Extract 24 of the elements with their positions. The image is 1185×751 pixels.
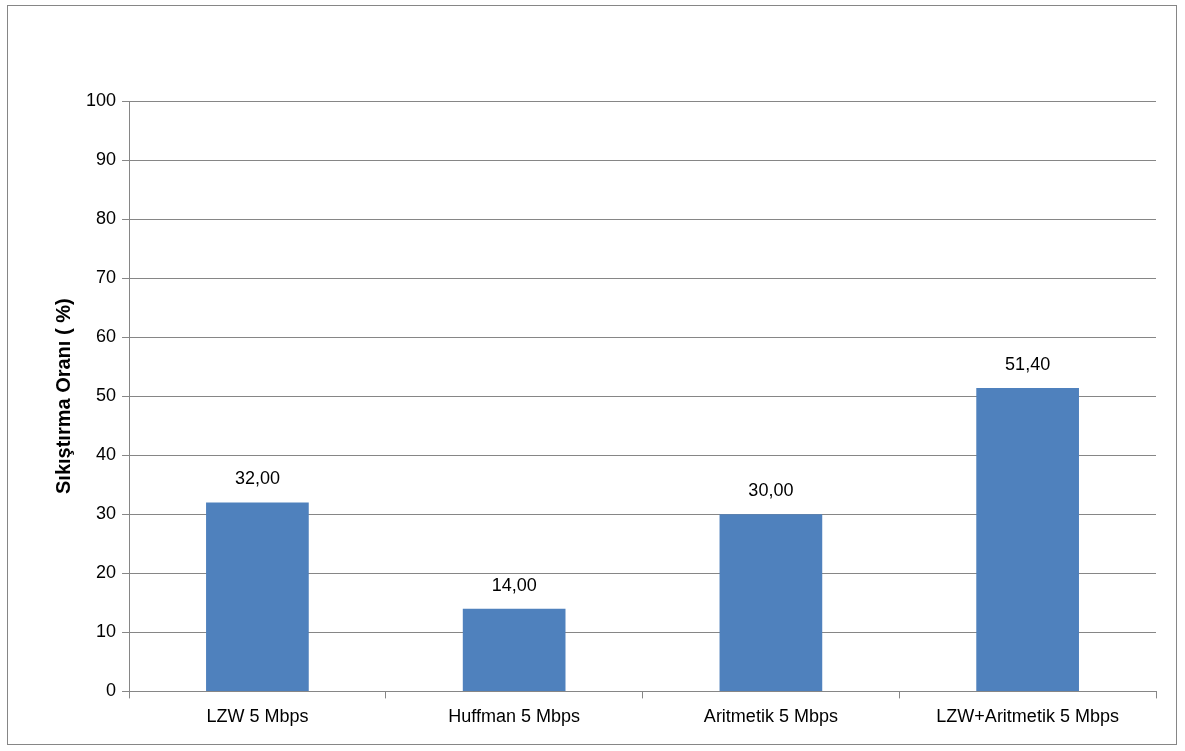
y-tick-label: 10 [96, 621, 117, 642]
y-tick-label: 100 [85, 89, 117, 110]
bar [462, 608, 566, 691]
data-label: 14,00 [491, 574, 537, 595]
y-tick-label: 60 [96, 326, 117, 347]
bar [719, 514, 823, 691]
bar [976, 387, 1079, 691]
x-tick-label: Huffman 5 Mbps [448, 706, 581, 727]
y-tick-label: 20 [96, 562, 117, 583]
data-label: 51,40 [1005, 353, 1051, 374]
y-tick-label: 0 [106, 680, 117, 701]
y-axis-title: Sıkıştırma Oranı ( %) [51, 298, 74, 495]
x-tick-label: LZW 5 Mbps [206, 706, 309, 727]
data-label: 30,00 [748, 480, 794, 501]
y-tick-label: 80 [96, 208, 117, 229]
y-tick-label: 70 [96, 267, 117, 288]
x-tick-label: Aritmetik 5 Mbps [703, 706, 838, 727]
y-tick-label: 90 [96, 149, 117, 170]
x-tick-label: LZW+Aritmetik 5 Mbps [936, 706, 1119, 727]
y-tick-label: 50 [96, 385, 117, 406]
data-label: 32,00 [234, 468, 280, 489]
y-tick-label: 40 [96, 444, 117, 465]
bar [206, 502, 309, 691]
y-tick-label: 30 [96, 503, 117, 524]
